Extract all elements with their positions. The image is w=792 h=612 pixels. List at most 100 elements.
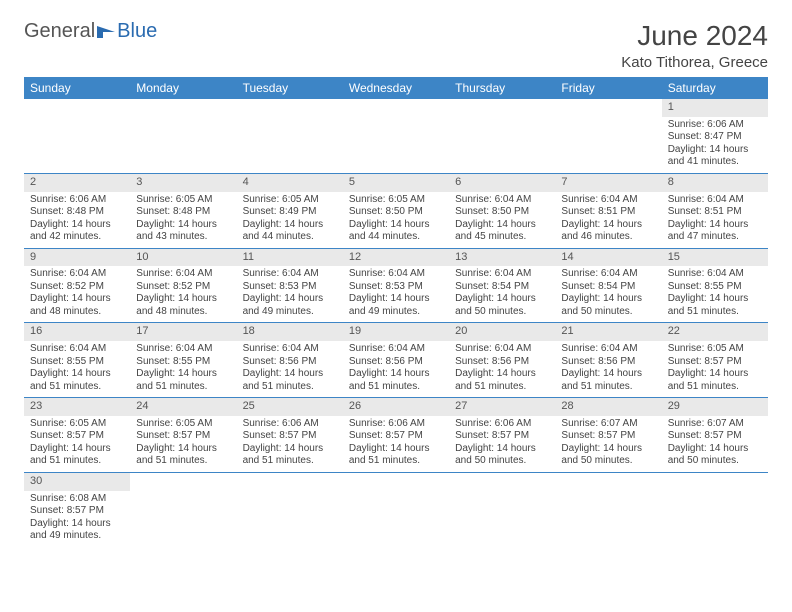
calendar-cell: 21Sunrise: 6:04 AMSunset: 8:56 PMDayligh… <box>555 323 661 398</box>
sunset-line: Sunset: 8:52 PM <box>136 281 230 294</box>
day-number: 22 <box>662 323 768 341</box>
day-number: 20 <box>449 323 555 341</box>
daylight-line: Daylight: 14 hours and 49 minutes. <box>30 518 124 543</box>
daylight-line: Daylight: 14 hours and 44 minutes. <box>349 219 443 244</box>
day-details: Sunrise: 6:04 AMSunset: 8:53 PMDaylight:… <box>343 266 449 322</box>
sunrise-line: Sunrise: 6:04 AM <box>455 194 549 207</box>
day-details: Sunrise: 6:05 AMSunset: 8:50 PMDaylight:… <box>343 192 449 248</box>
day-number: 7 <box>555 174 661 192</box>
daylight-line: Daylight: 14 hours and 51 minutes. <box>243 368 337 393</box>
day-details: Sunrise: 6:08 AMSunset: 8:57 PMDaylight:… <box>24 491 130 547</box>
daylight-line: Daylight: 14 hours and 50 minutes. <box>561 443 655 468</box>
weekday-header: Friday <box>555 77 661 99</box>
sunrise-line: Sunrise: 6:04 AM <box>136 268 230 281</box>
day-number: 26 <box>343 398 449 416</box>
sunrise-line: Sunrise: 6:05 AM <box>136 418 230 431</box>
day-number: 12 <box>343 249 449 267</box>
day-number: 5 <box>343 174 449 192</box>
sunset-line: Sunset: 8:48 PM <box>30 206 124 219</box>
calendar-cell: 6Sunrise: 6:04 AMSunset: 8:50 PMDaylight… <box>449 173 555 248</box>
day-details: Sunrise: 6:07 AMSunset: 8:57 PMDaylight:… <box>662 416 768 472</box>
calendar-cell: 16Sunrise: 6:04 AMSunset: 8:55 PMDayligh… <box>24 323 130 398</box>
sunset-line: Sunset: 8:54 PM <box>561 281 655 294</box>
day-details: Sunrise: 6:04 AMSunset: 8:56 PMDaylight:… <box>449 341 555 397</box>
page-title: June 2024 <box>621 20 768 52</box>
sunrise-line: Sunrise: 6:04 AM <box>243 343 337 356</box>
calendar-cell: 20Sunrise: 6:04 AMSunset: 8:56 PMDayligh… <box>449 323 555 398</box>
calendar-week-row: 2Sunrise: 6:06 AMSunset: 8:48 PMDaylight… <box>24 173 768 248</box>
day-details: Sunrise: 6:04 AMSunset: 8:51 PMDaylight:… <box>662 192 768 248</box>
calendar-cell-empty <box>237 99 343 173</box>
sunrise-line: Sunrise: 6:04 AM <box>243 268 337 281</box>
sunrise-line: Sunrise: 6:06 AM <box>668 119 762 132</box>
day-number: 18 <box>237 323 343 341</box>
brand-part1: General <box>24 20 95 43</box>
daylight-line: Daylight: 14 hours and 48 minutes. <box>30 293 124 318</box>
day-number: 17 <box>130 323 236 341</box>
day-number: 21 <box>555 323 661 341</box>
calendar-cell-empty <box>343 472 449 546</box>
day-number: 2 <box>24 174 130 192</box>
brand-logo: GeneralBlue <box>24 20 157 43</box>
sunset-line: Sunset: 8:57 PM <box>30 430 124 443</box>
day-number: 8 <box>662 174 768 192</box>
calendar-cell-empty <box>24 99 130 173</box>
daylight-line: Daylight: 14 hours and 51 minutes. <box>30 443 124 468</box>
day-details: Sunrise: 6:04 AMSunset: 8:54 PMDaylight:… <box>449 266 555 322</box>
sunrise-line: Sunrise: 6:04 AM <box>349 343 443 356</box>
calendar-cell: 14Sunrise: 6:04 AMSunset: 8:54 PMDayligh… <box>555 248 661 323</box>
sunrise-line: Sunrise: 6:07 AM <box>668 418 762 431</box>
daylight-line: Daylight: 14 hours and 47 minutes. <box>668 219 762 244</box>
day-details: Sunrise: 6:04 AMSunset: 8:50 PMDaylight:… <box>449 192 555 248</box>
daylight-line: Daylight: 14 hours and 51 minutes. <box>668 293 762 318</box>
daylight-line: Daylight: 14 hours and 44 minutes. <box>243 219 337 244</box>
sunrise-line: Sunrise: 6:05 AM <box>243 194 337 207</box>
sunrise-line: Sunrise: 6:04 AM <box>455 268 549 281</box>
sunrise-line: Sunrise: 6:06 AM <box>455 418 549 431</box>
day-number: 27 <box>449 398 555 416</box>
flag-icon <box>97 24 119 40</box>
day-number: 23 <box>24 398 130 416</box>
daylight-line: Daylight: 14 hours and 50 minutes. <box>455 293 549 318</box>
sunset-line: Sunset: 8:56 PM <box>561 356 655 369</box>
calendar-cell: 8Sunrise: 6:04 AMSunset: 8:51 PMDaylight… <box>662 173 768 248</box>
day-details: Sunrise: 6:06 AMSunset: 8:57 PMDaylight:… <box>343 416 449 472</box>
calendar-cell-empty <box>555 472 661 546</box>
day-details: Sunrise: 6:07 AMSunset: 8:57 PMDaylight:… <box>555 416 661 472</box>
calendar-cell: 13Sunrise: 6:04 AMSunset: 8:54 PMDayligh… <box>449 248 555 323</box>
day-number: 28 <box>555 398 661 416</box>
calendar-cell: 9Sunrise: 6:04 AMSunset: 8:52 PMDaylight… <box>24 248 130 323</box>
calendar-cell: 29Sunrise: 6:07 AMSunset: 8:57 PMDayligh… <box>662 398 768 473</box>
daylight-line: Daylight: 14 hours and 51 minutes. <box>136 443 230 468</box>
day-details: Sunrise: 6:04 AMSunset: 8:52 PMDaylight:… <box>24 266 130 322</box>
sunset-line: Sunset: 8:47 PM <box>668 131 762 144</box>
daylight-line: Daylight: 14 hours and 48 minutes. <box>136 293 230 318</box>
calendar-cell: 1Sunrise: 6:06 AMSunset: 8:47 PMDaylight… <box>662 99 768 173</box>
calendar-cell-empty <box>449 472 555 546</box>
day-number: 11 <box>237 249 343 267</box>
calendar-week-row: 30Sunrise: 6:08 AMSunset: 8:57 PMDayligh… <box>24 472 768 546</box>
calendar-cell-empty <box>130 99 236 173</box>
weekday-header: Sunday <box>24 77 130 99</box>
day-number: 16 <box>24 323 130 341</box>
calendar-cell: 30Sunrise: 6:08 AMSunset: 8:57 PMDayligh… <box>24 472 130 546</box>
calendar-cell-empty <box>130 472 236 546</box>
weekday-header: Monday <box>130 77 236 99</box>
daylight-line: Daylight: 14 hours and 51 minutes. <box>349 443 443 468</box>
calendar-cell: 18 Sunrise: 6:04 AMSunset: 8:56 PMDayligh… <box>237 323 343 398</box>
sunrise-line: Sunrise: 6:04 AM <box>561 194 655 207</box>
title-block: June 2024 Kato Tithorea, Greece <box>621 20 768 71</box>
header: GeneralBlue June 2024 Kato Tithorea, Gre… <box>24 20 768 71</box>
day-number: 19 <box>343 323 449 341</box>
calendar-cell: 10Sunrise: 6:04 AMSunset: 8:52 PMDayligh… <box>130 248 236 323</box>
day-details: Sunrise: 6:06 AMSunset: 8:48 PMDaylight:… <box>24 192 130 248</box>
sunset-line: Sunset: 8:56 PM <box>243 356 337 369</box>
calendar-cell: 4Sunrise: 6:05 AMSunset: 8:49 PMDaylight… <box>237 173 343 248</box>
calendar-week-row: 23Sunrise: 6:05 AMSunset: 8:57 PMDayligh… <box>24 398 768 473</box>
calendar-cell: 19Sunrise: 6:04 AMSunset: 8:56 PMDayligh… <box>343 323 449 398</box>
weekday-header: Saturday <box>662 77 768 99</box>
day-number: 1 <box>662 99 768 117</box>
sunset-line: Sunset: 8:55 PM <box>136 356 230 369</box>
day-details: Sunrise: 6:04 AMSunset: 8:52 PMDaylight:… <box>130 266 236 322</box>
calendar-cell-empty <box>237 472 343 546</box>
